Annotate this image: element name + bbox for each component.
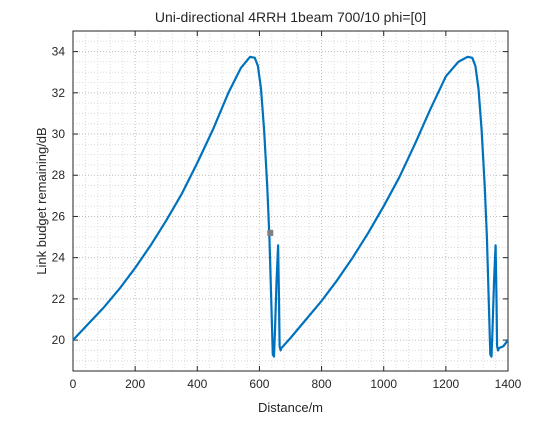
- y-tick-label: 20: [52, 333, 66, 347]
- x-axis-title: Distance/m: [258, 400, 323, 415]
- x-tick-label: 1000: [370, 377, 397, 391]
- x-tick-label: 800: [312, 377, 332, 391]
- plot-area: [72, 30, 509, 372]
- series-line: [72, 55, 509, 358]
- x-tick-label: 0: [70, 377, 77, 391]
- x-tick-label: 200: [125, 377, 145, 391]
- x-tick-labels: 0 200 400 600 800 1000 1200 1400: [70, 377, 522, 391]
- series-layer: [72, 55, 509, 358]
- y-tick-label: 22: [52, 292, 66, 306]
- y-tick-labels: 20 22 24 26 28 30 32 34: [52, 45, 66, 347]
- x-tick-label: 400: [187, 377, 207, 391]
- y-tick-label: 34: [52, 45, 66, 59]
- x-tick-label: 1200: [433, 377, 460, 391]
- data-marker: [267, 229, 274, 236]
- y-tick-label: 28: [52, 168, 66, 182]
- marker-layer: [267, 229, 274, 236]
- x-tick-label: 1400: [495, 377, 522, 391]
- chart-title: Uni-directional 4RRH 1beam 700/10 phi=[0…: [155, 9, 426, 25]
- y-tick-label: 26: [52, 209, 66, 223]
- y-tick-label: 24: [52, 251, 66, 265]
- y-tick-label: 30: [52, 127, 66, 141]
- y-axis-title: Link budget remaining/dB: [34, 127, 49, 274]
- y-tick-label: 32: [52, 86, 66, 100]
- x-tick-label: 600: [249, 377, 269, 391]
